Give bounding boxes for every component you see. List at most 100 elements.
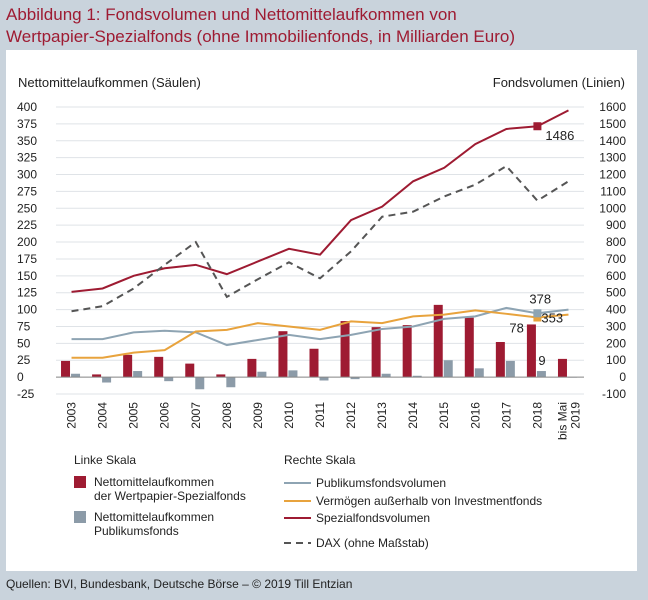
bar-spezialfonds bbox=[278, 331, 288, 378]
category-label: 2006 bbox=[158, 402, 172, 429]
left-tick-label: 250 bbox=[17, 201, 37, 215]
bars bbox=[61, 304, 577, 390]
bar-publikumsfonds bbox=[443, 360, 453, 378]
category-label: 2003 bbox=[65, 402, 79, 429]
title-line-2: Wertpapier-Spezialfonds (ohne Immobilien… bbox=[6, 27, 515, 46]
right-tick-label: 100 bbox=[606, 353, 626, 367]
legend-label-line: Publikumsfondsvolumen bbox=[316, 476, 446, 490]
right-tick-label: 400 bbox=[606, 303, 626, 317]
annotation-378: 378 bbox=[529, 291, 551, 306]
legend-swatch-bar bbox=[74, 511, 86, 523]
left-tick-label: 125 bbox=[17, 286, 37, 300]
right-tick-label: 1200 bbox=[599, 168, 626, 182]
bar-spezialfonds bbox=[402, 325, 412, 378]
category-label-last-line2: 2019 bbox=[568, 402, 582, 429]
legend-label-bar: der Wertpapier-Spezialfonds bbox=[94, 489, 246, 503]
left-axis-title: Nettomittelaufkommen (Säulen) bbox=[18, 75, 201, 90]
category-label-last-line1: bis Mai bbox=[555, 402, 569, 440]
left-tick-label: 400 bbox=[17, 100, 37, 114]
left-tick-label: 175 bbox=[17, 252, 37, 266]
right-tick-label: 800 bbox=[606, 235, 626, 249]
category-label: 2009 bbox=[251, 402, 265, 429]
legend-label-line: DAX (ohne Maßstab) bbox=[316, 536, 429, 550]
left-tick-label: 375 bbox=[17, 117, 37, 131]
marker-spezialfonds-2018 bbox=[533, 122, 542, 131]
legend-left-title: Linke Skala bbox=[74, 453, 136, 467]
bar-spezialfonds bbox=[247, 358, 257, 378]
line-series-0 bbox=[71, 306, 569, 347]
source-note: Quellen: BVI, Bundesbank, Deutsche Börse… bbox=[6, 577, 353, 591]
bar-publikumsfonds bbox=[71, 373, 81, 378]
right-tick-label: 700 bbox=[606, 252, 626, 266]
bar-publikumsfonds bbox=[164, 377, 174, 382]
line-series-3 bbox=[71, 164, 570, 313]
legend-label-line: Vermögen außerhalb von Investmentfonds bbox=[316, 494, 542, 508]
category-label: 2013 bbox=[375, 402, 389, 429]
left-tick-label: 50 bbox=[17, 336, 31, 350]
left-tick-label: 350 bbox=[17, 134, 37, 148]
left-tick-label: 200 bbox=[17, 235, 37, 249]
bar-publikumsfonds bbox=[133, 371, 143, 378]
category-label: 2014 bbox=[406, 402, 420, 429]
left-tick-label: 325 bbox=[17, 151, 37, 165]
right-tick-label: 1600 bbox=[599, 100, 626, 114]
legend-right-title: Rechte Skala bbox=[284, 453, 356, 467]
bar-spezialfonds bbox=[61, 360, 71, 378]
bar-publikumsfonds bbox=[257, 371, 267, 378]
left-tick-label: 0 bbox=[17, 370, 24, 384]
bar-spezialfonds bbox=[154, 356, 164, 378]
legend-label-bar: Nettomittelaufkommen bbox=[94, 475, 214, 489]
category-label: 2015 bbox=[437, 402, 451, 429]
category-label: 2008 bbox=[220, 402, 234, 429]
bar-publikumsfonds bbox=[505, 360, 515, 378]
legend: Linke Skala Rechte Skala Nettomittelaufkom… bbox=[74, 453, 542, 550]
category-label: 2004 bbox=[96, 402, 110, 429]
left-tick-label: 25 bbox=[17, 353, 31, 367]
legend-label-line: Spezialfondsvolumen bbox=[316, 511, 430, 525]
bar-publikumsfonds bbox=[350, 377, 360, 380]
bar-spezialfonds bbox=[464, 317, 474, 378]
chart-panel: 1486 378 353 78 9 Nettomittelaufkommen (Säul… bbox=[6, 50, 637, 571]
legend-swatch-bar bbox=[74, 476, 86, 488]
left-tick-label: 300 bbox=[17, 168, 37, 182]
axes: Nettomittelaufkommen (Säulen) Fondsvolume… bbox=[17, 75, 626, 440]
chart-title: Abbildung 1: Fondsvolumen und Nettomitte… bbox=[6, 4, 642, 48]
right-axis-title: Fondsvolumen (Linien) bbox=[493, 75, 625, 90]
category-label: 2007 bbox=[189, 402, 203, 429]
right-tick-label: 500 bbox=[606, 286, 626, 300]
title-line-1: Abbildung 1: Fondsvolumen und Nettomitte… bbox=[6, 5, 457, 24]
bar-spezialfonds bbox=[495, 342, 505, 378]
bar-publikumsfonds bbox=[412, 375, 422, 378]
right-tick-label: 1300 bbox=[599, 151, 626, 165]
bar-spezialfonds bbox=[526, 324, 536, 378]
right-tick-label: 900 bbox=[606, 218, 626, 232]
annotation-353: 353 bbox=[541, 311, 563, 326]
bar-publikumsfonds bbox=[102, 377, 112, 383]
line-series-1 bbox=[71, 309, 569, 359]
bar-publikumsfonds bbox=[474, 368, 484, 378]
right-tick-label: 1400 bbox=[599, 134, 626, 148]
bar-spezialfonds bbox=[371, 327, 381, 378]
bar-spezialfonds bbox=[309, 348, 319, 378]
bar-spezialfonds bbox=[216, 374, 226, 378]
lines: 1486 378 353 78 9 bbox=[71, 109, 574, 368]
category-label: 2011 bbox=[313, 402, 327, 428]
bar-spezialfonds bbox=[340, 321, 350, 378]
right-tick-label: 600 bbox=[606, 269, 626, 283]
chart-svg: 1486 378 353 78 9 Nettomittelaufkommen (Säul… bbox=[17, 75, 626, 550]
category-label: 2012 bbox=[344, 402, 358, 429]
bar-publikumsfonds bbox=[319, 377, 329, 381]
right-tick-label: 200 bbox=[606, 336, 626, 350]
category-label: 2018 bbox=[530, 402, 544, 429]
category-label: 2010 bbox=[282, 402, 296, 429]
bar-publikumsfonds bbox=[226, 377, 236, 388]
category-label: 2005 bbox=[127, 402, 141, 429]
bar-publikumsfonds bbox=[381, 373, 391, 378]
right-tick-label: 0 bbox=[619, 370, 626, 384]
bar-spezialfonds bbox=[557, 358, 567, 378]
annotation-1486: 1486 bbox=[545, 128, 574, 143]
annotation-78: 78 bbox=[509, 320, 523, 335]
category-label: 2017 bbox=[499, 402, 513, 429]
left-tick-label: -25 bbox=[17, 387, 35, 401]
right-tick-label: 1500 bbox=[599, 117, 626, 131]
